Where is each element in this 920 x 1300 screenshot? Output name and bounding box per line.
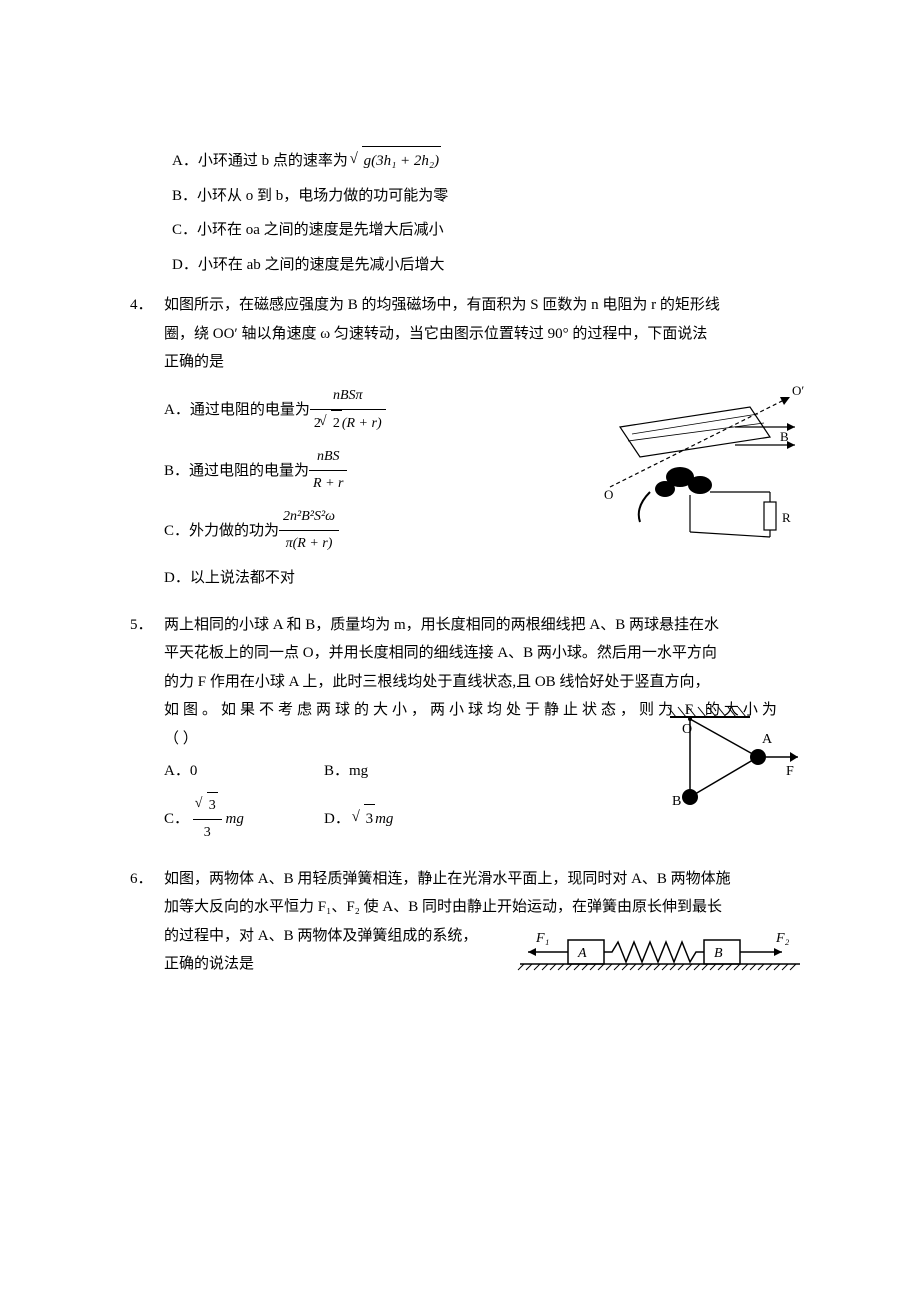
q4: 4． 如图所示，在磁感应强度为 B 的均强磁场中，有面积为 S 匝数为 n 电阻…	[130, 291, 810, 599]
q5-opt-b: B．mg	[324, 757, 368, 786]
q5-opt-c: C． 3 3 mg	[164, 792, 324, 847]
q4-opt-a: A．通过电阻的电量为 nBSπ 22(R + r)	[164, 383, 570, 438]
q3-optA-pre: A．小环通过 b 点的速率为	[172, 153, 348, 169]
q5-fig-A: A	[762, 732, 773, 747]
q6-fig-F2: F₂	[775, 931, 790, 946]
q5-stem1: 两上相同的小球 A 和 B，质量均为 m，用长度相同的两根细线把 A、B 两球悬…	[164, 611, 810, 640]
q4-stem1: 如图所示，在磁感应强度为 B 的均强磁场中，有面积为 S 匝数为 n 电阻为 r…	[164, 291, 810, 320]
q6-stem1: 如图，两物体 A、B 用轻质弹簧相连，静止在光滑水平面上，现同时对 A、B 两物…	[164, 865, 810, 894]
q4-optB-frac: nBS R + r	[309, 444, 347, 498]
q3-options: A．小环通过 b 点的速率为 g(3h₁ + 2h₂) B．小环从 o 到 b，…	[172, 146, 810, 279]
q4-fig-R: R	[782, 510, 791, 525]
q6-num: 6．	[130, 865, 164, 894]
q4-stem3: 正确的是	[164, 348, 810, 377]
q4-opt-b: B．通过电阻的电量为 nBS R + r	[164, 444, 570, 498]
q6-fig-F1: F₁	[535, 931, 549, 946]
q4-num: 4．	[130, 291, 164, 320]
q4-optA-pre: A．通过电阻的电量为	[164, 396, 310, 425]
q5-num: 5．	[130, 611, 164, 640]
q4-optC-frac: 2n²B²S²ω π(R + r)	[279, 504, 339, 558]
q4-stem2: 圈，绕 OO′ 轴以角速度 ω 匀速转动，当它由图示位置转过 90° 的过程中，…	[164, 320, 810, 349]
q5-fig-F: F	[786, 764, 794, 779]
q4-fig-B: B	[780, 429, 789, 444]
q3-opt-d: D．小环在 ab 之间的速度是先减小后增大	[172, 251, 810, 280]
q4-fig-Op: O′	[792, 383, 804, 398]
q6-fig-Bblk: B	[714, 946, 723, 961]
q4-opt-c: C．外力做的功为 2n²B²S²ω π(R + r)	[164, 504, 570, 558]
q4-fig-O: O	[604, 487, 613, 502]
q5-opt-a: A．0	[164, 757, 324, 786]
q4-optB-pre: B．通过电阻的电量为	[164, 457, 309, 486]
q4-figure: O′ O B R	[580, 377, 810, 568]
q5-opt-d: D． 3mg	[324, 804, 393, 834]
q3-opt-b: B．小环从 o 到 b，电场力做的功可能为零	[172, 182, 810, 211]
q5-stem2: 平天花板上的同一点 O，并用长度相同的细线连接 A、B 两小球。然后用一水平方向	[164, 639, 810, 668]
q5: 5． 两上相同的小球 A 和 B，质量均为 m，用长度相同的两根细线把 A、B …	[130, 611, 810, 847]
q6: 6． 如图，两物体 A、B 用轻质弹簧相连，静止在光滑水平面上，现同时对 A、B…	[130, 865, 810, 991]
q6-stem2: 加等大反向的水平恒力 F₁、F₂ 使 A、B 同时由静止开始运动，在弹簧由原长伸…	[164, 893, 810, 922]
q4-optA-frac: nBSπ 22(R + r)	[310, 383, 386, 438]
q3-opt-c: C．小环在 oa 之间的速度是先增大后减小	[172, 216, 810, 245]
q6-figure: F₁ A B F₂	[510, 924, 810, 991]
q6-fig-A: A	[577, 946, 587, 961]
q4-optC-pre: C．外力做的功为	[164, 517, 279, 546]
q5-stem4: 如图。如果不考虑两球的大小，两小球均处于静止状态，则力 F 的大小为	[164, 696, 810, 725]
q4-opt-d: D．以上说法都不对	[164, 564, 810, 593]
q3-opt-a: A．小环通过 b 点的速率为 g(3h₁ + 2h₂)	[172, 146, 810, 176]
q3-optA-sqrt: g(3h₁ + 2h₂)	[352, 146, 442, 176]
q5-fig-B: B	[672, 794, 681, 809]
q5-stem3: 的力 F 作用在小球 A 上，此时三根线均处于直线状态,且 OB 线恰好处于竖直…	[164, 668, 810, 697]
